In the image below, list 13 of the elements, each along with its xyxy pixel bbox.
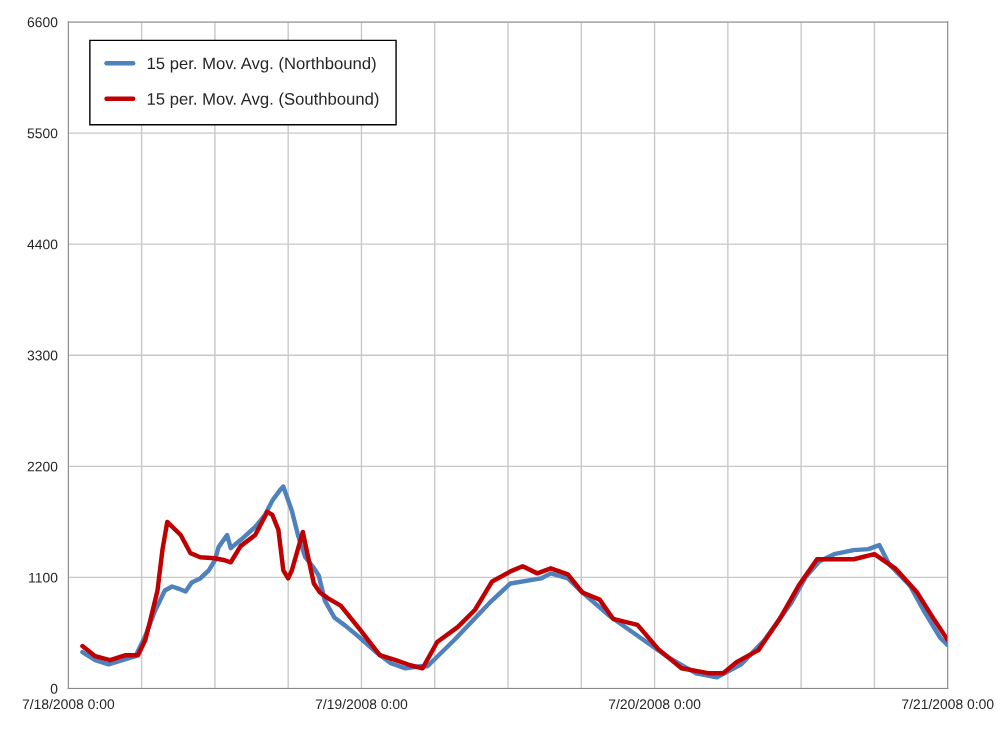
y-tick-label: 0: [50, 683, 58, 694]
x-tick-label: 7/20/2008 0:00: [608, 698, 701, 710]
legend-label: 15 per. Mov. Avg. (Northbound): [147, 57, 376, 73]
y-tick-label: 2200: [27, 461, 58, 472]
y-tick-label: 6600: [27, 17, 58, 28]
y-tick-label: 1100: [29, 572, 58, 583]
x-tick-label: 7/19/2008 0:00: [315, 698, 408, 710]
y-tick-label: 4400: [27, 239, 58, 250]
legend-label: 15 per. Mov. Avg. (Southbound): [147, 92, 379, 109]
x-tick-label: 7/18/2008 0:00: [22, 698, 115, 710]
y-tick-label: 5500: [27, 128, 58, 139]
y-tick-label: 3300: [27, 350, 58, 361]
x-tick-label: 7/21/2008 0:00: [902, 698, 994, 710]
